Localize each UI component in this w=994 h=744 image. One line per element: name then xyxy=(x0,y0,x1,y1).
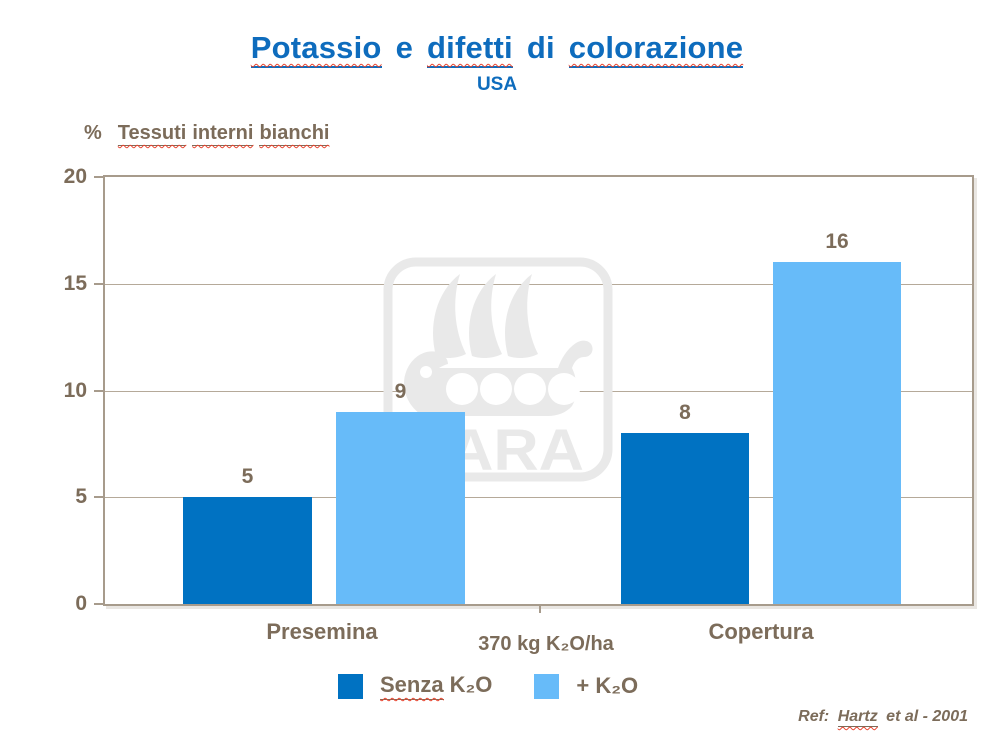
x-annotation-dose: 370 kg K₂O/ha xyxy=(478,633,614,655)
y-tickmark xyxy=(94,389,103,392)
bar-fill xyxy=(621,433,749,604)
y-axis-title: % Tessuti interni bianchi xyxy=(84,122,335,146)
bar-copertura-senza-k2o: 8 xyxy=(621,177,749,604)
bar-value-label: 8 xyxy=(679,401,691,425)
legend-entry-senza-k2o: Senza K₂O xyxy=(338,672,492,700)
y-tickmark xyxy=(94,176,103,178)
bar-presemina-senza-k2o: 5 xyxy=(183,177,312,604)
y-tick-10: 10 xyxy=(43,379,103,403)
bar-value-label: 9 xyxy=(394,379,407,403)
y-tick-label-20: 20 xyxy=(63,165,87,188)
plot-area: 20 15 10 5 0 YARA xyxy=(64,165,974,615)
x-label-presemina: Presemina xyxy=(266,619,378,644)
legend: Senza K₂O + K₂O xyxy=(338,672,638,700)
title-word-di: di xyxy=(526,30,555,65)
bar-value-label: 5 xyxy=(241,465,254,489)
chart-title: Potassio e difetti di colorazione xyxy=(0,30,994,68)
bar-fill xyxy=(183,497,312,604)
bar-fill xyxy=(773,262,901,604)
y-tick-label-0: 0 xyxy=(75,592,87,615)
y-tick-0: 0 xyxy=(43,592,103,616)
y-tick-label-15: 15 xyxy=(63,271,87,295)
y-tick-15: 15 xyxy=(43,272,103,296)
y-axis-unit: % xyxy=(84,122,102,144)
legend-entry-plus-k2o: + K₂O xyxy=(534,673,638,699)
y-title-word-interni: interni xyxy=(192,122,254,146)
legend-swatch-dark-blue xyxy=(338,673,363,699)
bar-presemina-plus-k2o: 9 xyxy=(336,177,465,604)
bar-copertura-plus-k2o: 16 xyxy=(773,177,901,604)
y-tickmark xyxy=(94,603,103,605)
bar-value-label: 16 xyxy=(825,230,849,254)
legend-label-plus-k2o: + K₂O xyxy=(576,673,639,698)
y-tick-5: 5 xyxy=(43,485,103,509)
y-title-word-tessuti: Tessuti xyxy=(117,122,187,146)
title-word-e: e xyxy=(395,30,414,65)
title-word-potassio: Potassio xyxy=(250,30,382,68)
bar-fill xyxy=(336,411,465,604)
y-tick-label-10: 10 xyxy=(63,378,87,402)
x-label-copertura: Copertura xyxy=(708,619,814,644)
legend-label-senza-k2o: Senza K₂O xyxy=(380,672,492,700)
reference-citation: Ref: Hartz et al - 2001 xyxy=(798,708,968,727)
chart-subtitle: USA xyxy=(476,74,518,95)
y-tickmark xyxy=(94,282,103,285)
legend-swatch-light-blue xyxy=(534,673,560,699)
reference-author: Hartz xyxy=(837,708,878,727)
title-word-difetti: difetti xyxy=(427,30,513,68)
x-axis-center-tickmark xyxy=(538,605,541,613)
title-word-colorazione: colorazione xyxy=(568,30,744,68)
gridline-5 xyxy=(105,497,972,499)
y-tick-label-5: 5 xyxy=(75,485,87,509)
y-tick-20: 20 xyxy=(43,165,103,189)
y-title-word-bianchi: bianchi xyxy=(259,122,330,146)
y-tickmark xyxy=(94,496,103,499)
